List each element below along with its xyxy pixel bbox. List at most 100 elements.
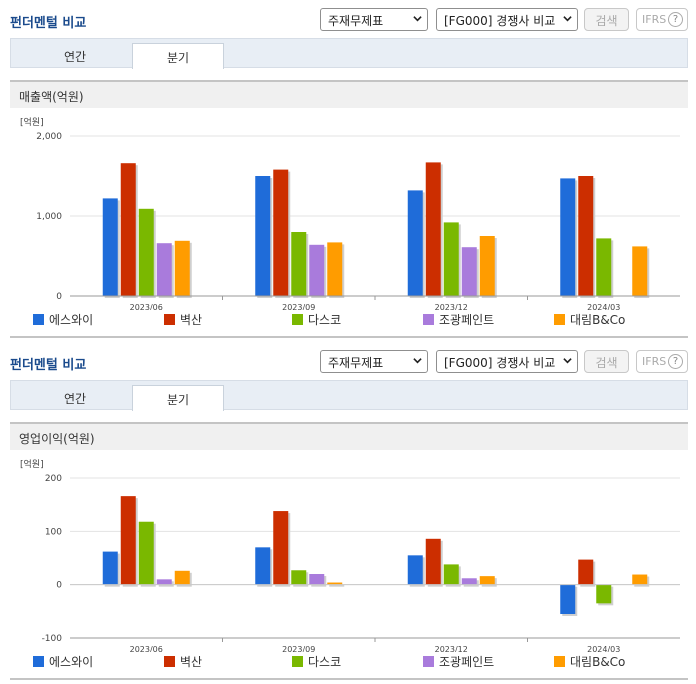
compare-select-value: [FG000] 경쟁사 비교 — [444, 356, 556, 370]
legend-swatch — [33, 314, 44, 325]
chevron-down-icon — [413, 16, 422, 22]
legend-item[interactable]: 조광페인트 — [423, 311, 494, 328]
statement-select[interactable]: 주재무제표 — [320, 8, 428, 31]
bar — [174, 240, 190, 296]
x-tick-label: 2023/12 — [435, 303, 468, 310]
bar — [138, 208, 154, 296]
revenue-chart: [억원] 0 1,000 2,000 2023/06 2023/09 2023/12 2024… — [20, 116, 680, 310]
panel-title: 펀더멘털 비교 — [10, 16, 87, 31]
y-tick-label: 0 — [56, 581, 62, 591]
bar — [407, 190, 423, 296]
tab-quarterly[interactable]: 분기 — [132, 385, 224, 411]
bar — [255, 547, 271, 585]
x-tick-label: 2024/03 — [587, 645, 620, 652]
unit-label: [억원] — [20, 116, 44, 128]
chart-legend: 에스와이 벽산 다스코 조광페인트 대림B&Co — [0, 653, 696, 673]
legend-item[interactable]: 조광페인트 — [423, 653, 494, 670]
compare-select-value: [FG000] 경쟁사 비교 — [444, 14, 556, 28]
bar — [156, 243, 172, 296]
bar — [273, 511, 289, 585]
chevron-down-icon — [563, 358, 572, 364]
panel-header: 펀더멘털 비교 주재무제표 [FG000] 경쟁사 비교 검색 IFRS ? — [0, 342, 696, 380]
ifrs-button[interactable]: IFRS ? — [636, 8, 688, 31]
bar — [479, 236, 495, 296]
compare-select[interactable]: [FG000] 경쟁사 비교 — [436, 350, 578, 373]
legend-item[interactable]: 벽산 — [164, 653, 202, 670]
statement-select[interactable]: 주재무제표 — [320, 350, 428, 373]
bar — [461, 578, 477, 585]
bar — [138, 521, 154, 585]
bar — [443, 564, 459, 585]
period-tabs: 연간 분기 — [10, 38, 688, 69]
tab-annual[interactable]: 연간 — [63, 50, 87, 64]
bar — [291, 232, 307, 296]
statement-select-value: 주재무제표 — [328, 14, 384, 28]
bar — [120, 496, 136, 585]
bar — [632, 246, 648, 296]
legend-label: 다스코 — [308, 655, 342, 669]
legend-item[interactable]: 대림B&Co — [554, 653, 625, 670]
ifrs-label: IFRS — [642, 355, 667, 368]
bar — [174, 570, 190, 585]
legend-label: 조광페인트 — [439, 655, 495, 669]
x-tick-label: 2023/09 — [282, 645, 315, 652]
panel-header: 펀더멘털 비교 주재무제표 [FG000] 경쟁사 비교 검색 IFRS ? — [0, 0, 696, 38]
legend-swatch — [423, 656, 434, 667]
ifrs-button[interactable]: IFRS ? — [636, 350, 688, 373]
divider — [10, 678, 688, 680]
legend-item[interactable]: 벽산 — [164, 311, 202, 328]
bar — [632, 574, 648, 585]
legend-label: 벽산 — [180, 313, 203, 327]
bar — [596, 584, 612, 604]
x-tick-label: 2023/06 — [130, 645, 163, 652]
legend-label: 에스와이 — [49, 313, 94, 327]
bar — [273, 169, 289, 296]
bar — [102, 551, 118, 585]
legend-swatch — [554, 314, 565, 325]
legend-swatch — [33, 656, 44, 667]
legend-label: 벽산 — [180, 655, 203, 669]
statement-select-value: 주재무제표 — [328, 356, 384, 370]
bar — [291, 570, 307, 585]
bar — [578, 176, 594, 296]
y-tick-label: 200 — [45, 474, 62, 484]
period-tabs: 연간 분기 — [10, 380, 688, 411]
tab-quarterly[interactable]: 분기 — [132, 43, 224, 69]
bar-shadow — [329, 584, 345, 587]
operating-profit-panel: 펀더멘털 비교 주재무제표 [FG000] 경쟁사 비교 검색 IFRS ? 연… — [0, 342, 696, 684]
y-tick-label: 1,000 — [36, 212, 62, 222]
section-label: 매출액(억원) — [19, 90, 84, 104]
legend-item[interactable]: 대림B&Co — [554, 311, 625, 328]
bar — [560, 178, 576, 296]
divider — [10, 336, 688, 338]
unit-label: [억원] — [20, 458, 44, 470]
x-tick-label: 2023/12 — [435, 645, 468, 652]
legend-item[interactable]: 에스와이 — [33, 653, 93, 670]
tab-annual[interactable]: 연간 — [63, 392, 87, 406]
help-icon[interactable]: ? — [668, 12, 683, 27]
chevron-down-icon — [413, 358, 422, 364]
legend-label: 에스와이 — [49, 655, 94, 669]
legend-swatch — [292, 656, 303, 667]
bar — [255, 176, 271, 296]
legend-swatch — [423, 314, 434, 325]
legend-swatch — [554, 656, 565, 667]
legend-label: 다스코 — [308, 313, 342, 327]
bar — [479, 576, 495, 585]
y-tick-label: 0 — [56, 292, 62, 302]
legend-item[interactable]: 다스코 — [292, 653, 341, 670]
bar — [461, 247, 477, 296]
compare-select[interactable]: [FG000] 경쟁사 비교 — [436, 8, 578, 31]
help-icon[interactable]: ? — [668, 354, 683, 369]
y-tick-label: 2,000 — [36, 132, 62, 142]
legend-item[interactable]: 다스코 — [292, 311, 341, 328]
legend-item[interactable]: 에스와이 — [33, 311, 93, 328]
x-tick-label: 2023/09 — [282, 303, 315, 310]
legend-label: 대림B&Co — [570, 655, 626, 669]
section-label: 영업이익(억원) — [19, 432, 95, 446]
search-button[interactable]: 검색 — [584, 350, 629, 373]
bar — [560, 584, 576, 614]
panel-title: 펀더멘털 비교 — [10, 358, 87, 373]
search-button[interactable]: 검색 — [584, 8, 629, 31]
section-header: 영업이익(억원) — [10, 422, 688, 450]
